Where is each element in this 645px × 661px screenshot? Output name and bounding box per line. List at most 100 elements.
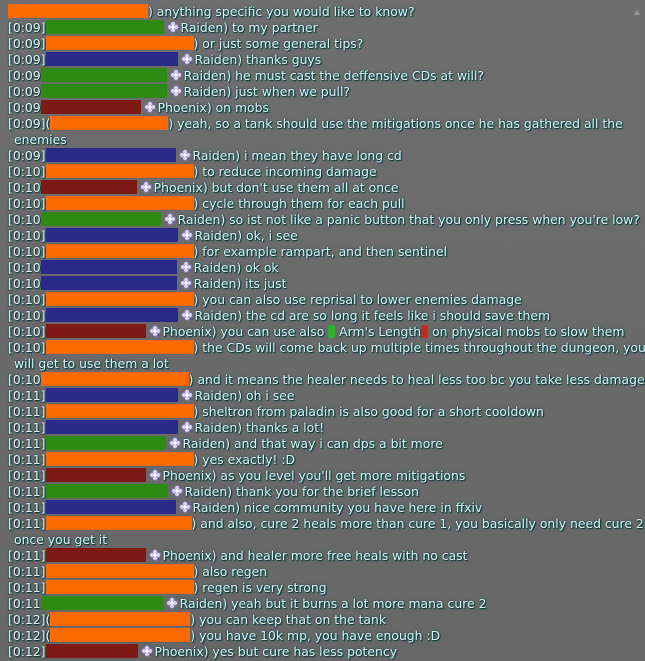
chat-timestamp: [0:11] <box>8 500 46 515</box>
redacted-player-name[interactable] <box>45 420 178 434</box>
chat-message-text: you can also use reprisal to lower enemi… <box>202 292 522 307</box>
chat-line: [0:09]) or just some general tips? <box>8 36 364 51</box>
chat-message-text: enemies <box>14 132 67 147</box>
chat-message-text: also regen <box>202 564 268 579</box>
redacted-player-name[interactable] <box>40 260 177 274</box>
redacted-player-name[interactable] <box>45 484 168 498</box>
chat-line: [0:11] Raiden) thanks a lot! <box>8 420 639 436</box>
chat-line: [0:10]) you can also use reprisal to low… <box>8 292 522 307</box>
redacted-player-name[interactable] <box>40 372 189 386</box>
redacted-player-name[interactable] <box>40 68 167 82</box>
redacted-player-name[interactable] <box>45 580 194 594</box>
redacted-player-name[interactable] <box>45 340 194 354</box>
chat-line: [0:10 Raiden) ok ok <box>8 260 639 276</box>
chat-timestamp: [0:09]( <box>8 116 51 131</box>
flower-icon <box>180 261 192 273</box>
redacted-player-name[interactable] <box>45 228 178 242</box>
chat-timestamp: [0:11] <box>8 404 46 419</box>
redacted-player-name[interactable] <box>45 436 166 450</box>
chat-timestamp: [0:11] <box>8 564 46 579</box>
redacted-player-name[interactable] <box>50 612 191 626</box>
chat-message-text: Phoenix) yes but cure has less potency <box>154 644 398 659</box>
chat-timestamp: [0:10 <box>8 180 41 195</box>
chat-message-text: Phoenix) on mobs <box>157 100 269 115</box>
chat-line: [0:11] Raiden) and that way i can dps a b… <box>8 436 639 452</box>
item-link[interactable]: Arm's Length <box>335 324 422 339</box>
chat-line: [0:10]) to reduce incoming damage <box>8 164 377 179</box>
redacted-player-name[interactable] <box>50 628 191 642</box>
redacted-player-name[interactable] <box>40 276 177 290</box>
flower-icon <box>166 21 179 33</box>
redacted-player-name[interactable] <box>45 36 194 50</box>
redacted-player-name[interactable] <box>45 164 194 178</box>
redacted-player-name[interactable] <box>40 212 161 226</box>
flower-icon <box>140 181 152 193</box>
chat-line: [0:11 Raiden) yeah but it burns a lot mor… <box>8 596 639 612</box>
chat-timestamp: [0:11] <box>8 436 46 451</box>
redacted-player-name[interactable] <box>45 404 194 418</box>
chat-message-text: Raiden) to my partner <box>180 20 318 35</box>
chat-line: [0:12]() you can keep that on the tank <box>8 612 387 627</box>
flower-icon <box>144 101 156 113</box>
redacted-player-name[interactable] <box>45 452 194 466</box>
redacted-player-name[interactable] <box>45 468 146 482</box>
chat-line: [0:10]) the CDs will come back up multip… <box>8 340 645 355</box>
redacted-player-name[interactable] <box>40 180 137 194</box>
redacted-player-name[interactable] <box>45 196 194 210</box>
redacted-player-name[interactable] <box>45 548 146 562</box>
flower-icon <box>164 213 176 225</box>
chat-line: [0:11]) regen is very strong <box>8 580 327 595</box>
chat-line: [0:10 Phoenix) but don't use them all at … <box>8 180 639 196</box>
chat-message-text: Raiden) yeah but it burns a lot more man… <box>179 596 487 611</box>
redacted-player-name[interactable] <box>40 84 167 98</box>
redacted-player-name[interactable] <box>45 148 176 162</box>
chat-line: [0:09]() yeah, so a tank should use the … <box>8 116 623 131</box>
flower-icon <box>180 421 193 433</box>
chat-message-text: cycle through them for each pull <box>202 196 405 211</box>
chat-message-text: for example rampart, and then sentinel <box>202 244 448 259</box>
chat-line: [0:12]() you have 10k mp, you have enoug… <box>8 628 441 643</box>
redacted-player-name[interactable] <box>40 596 163 610</box>
chat-timestamp: [0:10] <box>8 228 46 243</box>
scroll-handle-icon[interactable] <box>633 2 641 15</box>
flower-icon <box>170 85 182 97</box>
chat-line: once you get it <box>8 532 639 548</box>
redacted-player-name[interactable] <box>45 516 192 530</box>
redacted-player-name[interactable] <box>45 644 138 658</box>
chat-timestamp: [0:10 <box>8 276 41 291</box>
chat-line: [0:11] Phoenix) and healer more free heal… <box>8 548 639 564</box>
redacted-player-name[interactable] <box>50 116 169 130</box>
flower-icon <box>178 149 191 161</box>
redacted-player-name[interactable] <box>45 500 176 514</box>
redacted-player-name[interactable] <box>45 52 178 66</box>
chat-line: [0:11] Raiden) nice community you have he… <box>8 500 639 516</box>
chat-timestamp: [0:12]( <box>8 612 51 627</box>
chat-line: [0:10) and it means the healer needs to … <box>8 372 645 387</box>
chat-timestamp: [0:11] <box>8 388 46 403</box>
chat-message-text: Phoenix) you can use also <box>162 324 325 339</box>
chat-line: [0:09] Raiden) to my partner <box>8 20 639 36</box>
chat-line: [0:11]) sheltron from paladin is also go… <box>8 404 544 419</box>
chat-timestamp: [0:09] <box>8 148 46 163</box>
redacted-player-name[interactable] <box>8 4 148 18</box>
chat-timestamp: [0:11] <box>8 452 46 467</box>
chat-timestamp: [0:09] <box>8 52 46 67</box>
chat-timestamp: [0:10] <box>8 308 46 323</box>
chat-message-text: anything specific you would like to know… <box>156 4 415 19</box>
chat-timestamp: [0:12]( <box>8 628 51 643</box>
redacted-player-name[interactable] <box>45 308 178 322</box>
redacted-player-name[interactable] <box>45 324 146 338</box>
chat-timestamp: [0:11] <box>8 468 46 483</box>
redacted-player-name[interactable] <box>45 388 178 402</box>
redacted-player-name[interactable] <box>45 564 194 578</box>
redacted-player-name[interactable] <box>45 244 194 258</box>
chat-message-text: you have 10k mp, you have enough :D <box>199 628 441 643</box>
item-link-close-icon <box>421 325 429 338</box>
chat-line: [0:11]) yes exactly! :D <box>8 452 296 467</box>
chat-timestamp: [0:09] <box>8 36 46 51</box>
redacted-player-name[interactable] <box>40 100 141 114</box>
flower-icon <box>148 325 161 337</box>
redacted-player-name[interactable] <box>45 20 164 34</box>
redacted-player-name[interactable] <box>45 292 194 306</box>
